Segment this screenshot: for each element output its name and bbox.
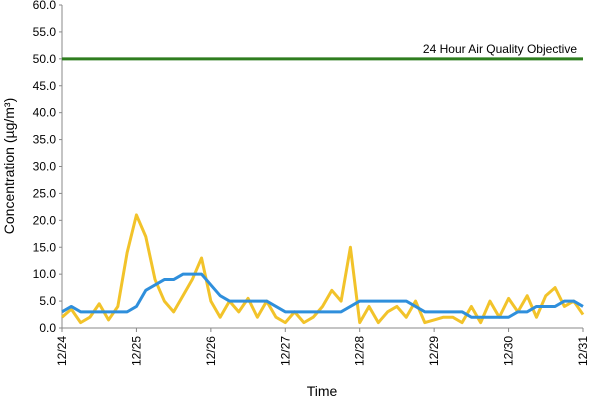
- x-tick-label: 12/31: [576, 336, 590, 366]
- y-tick-label: 35.0: [33, 133, 57, 147]
- x-tick-label: 12/25: [129, 336, 143, 366]
- series-line: [61, 272, 584, 319]
- y-tick-label: 5.0: [39, 294, 56, 308]
- x-tick-label: 12/30: [502, 336, 516, 366]
- y-tick-label: 20.0: [33, 213, 57, 227]
- x-axis-label: Time: [307, 383, 338, 399]
- y-tick-label: 55.0: [33, 25, 57, 39]
- x-tick-label: 12/29: [427, 336, 441, 366]
- y-tick-label: 40.0: [33, 106, 57, 120]
- y-tick-label: 0.0: [39, 321, 56, 335]
- y-tick-label: 10.0: [33, 267, 57, 281]
- objective-label: 24 Hour Air Quality Objective: [423, 42, 577, 56]
- y-tick-label: 25.0: [33, 186, 57, 200]
- series-line: [61, 213, 585, 325]
- y-tick-label: 50.0: [33, 52, 57, 66]
- x-tick-label: 12/24: [55, 336, 69, 366]
- y-axis-label: Concentration (µg/m³): [1, 98, 17, 234]
- y-tick-label: 15.0: [33, 240, 57, 254]
- y-tick-label: 60.0: [33, 0, 57, 12]
- y-tick-label: 30.0: [33, 160, 57, 174]
- x-tick-label: 12/26: [204, 336, 218, 366]
- x-tick-label: 12/28: [353, 336, 367, 366]
- x-tick-label: 12/27: [278, 336, 292, 366]
- y-tick-label: 45.0: [33, 79, 57, 93]
